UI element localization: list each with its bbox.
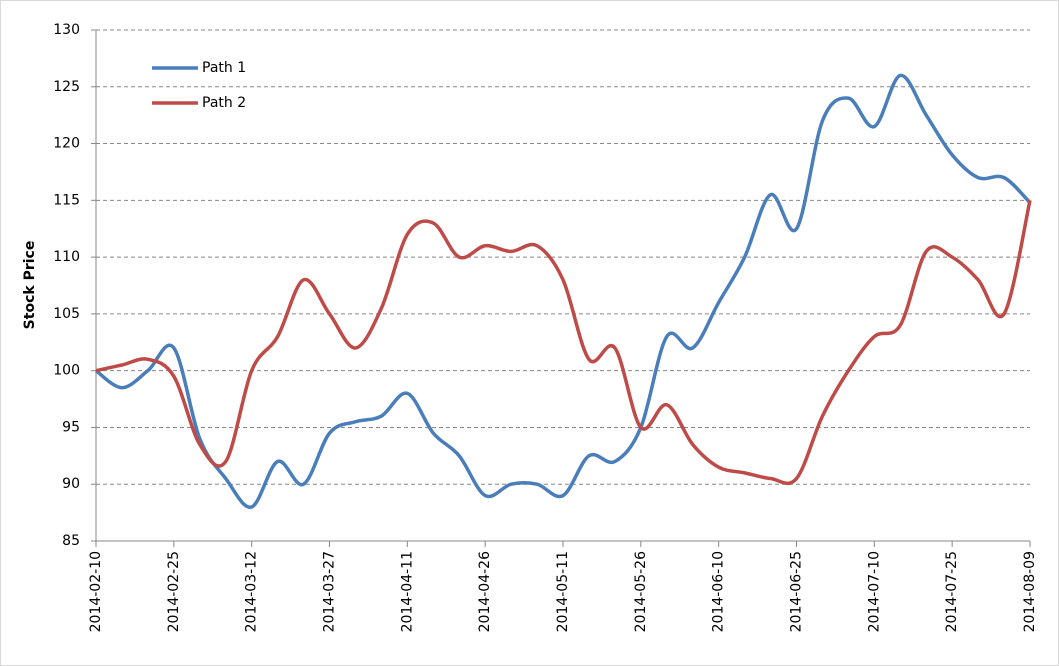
y-tick-label: 85 — [62, 533, 80, 549]
y-tick-label: 130 — [53, 22, 80, 38]
x-tick-label: 2014-05-11 — [555, 551, 571, 632]
x-tick-label: 2014-06-10 — [711, 551, 727, 632]
x-tick-label: 2014-08-09 — [1022, 551, 1038, 632]
legend-label: Path 2 — [202, 95, 246, 111]
x-tick-label: 2014-06-25 — [789, 551, 805, 632]
line-series — [94, 73, 1032, 509]
y-tick-label: 120 — [53, 136, 80, 152]
x-tick-label: 2014-04-26 — [477, 551, 493, 632]
line-series — [95, 199, 1032, 486]
x-tick-label: 2014-03-12 — [244, 551, 260, 632]
y-tick-label: 115 — [53, 192, 80, 208]
x-tick-label: 2014-02-10 — [88, 551, 104, 632]
x-tick-label: 2014-02-25 — [166, 551, 182, 632]
y-tick-label: 125 — [53, 79, 80, 95]
y-tick-label: 90 — [62, 476, 80, 492]
x-tick-label: 2014-07-25 — [944, 551, 960, 632]
y-tick-label: 105 — [53, 306, 80, 322]
x-tick-label: 2014-03-27 — [322, 551, 338, 632]
x-tick-label: 2014-05-26 — [633, 551, 649, 632]
y-tick-label: 110 — [53, 249, 80, 265]
legend-label: Path 1 — [202, 60, 246, 76]
y-axis-title: Stock Price — [22, 241, 38, 330]
x-tick-label: 2014-07-10 — [866, 551, 882, 632]
y-tick-label: 95 — [62, 419, 80, 435]
y-tick-label: 100 — [53, 363, 80, 379]
x-tick-label: 2014-04-11 — [399, 551, 415, 632]
